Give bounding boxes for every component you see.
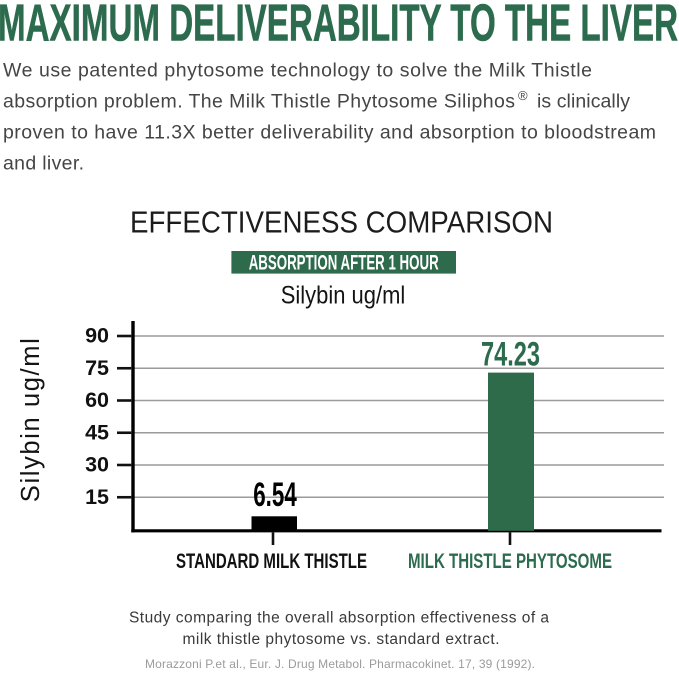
svg-text:MILK THISTLE PHYTOSOME: MILK THISTLE PHYTOSOME bbox=[408, 549, 612, 573]
svg-text:®: ® bbox=[518, 88, 528, 103]
svg-text:is clinically: is clinically bbox=[537, 91, 630, 113]
svg-text:absorption problem. The Milk T: absorption problem. The Milk Thistle Phy… bbox=[3, 91, 515, 113]
svg-text:15: 15 bbox=[85, 485, 109, 509]
svg-text:6.54: 6.54 bbox=[253, 476, 297, 514]
svg-text:STANDARD MILK THISTLE: STANDARD MILK THISTLE bbox=[176, 549, 367, 573]
svg-text:EFFECTIVENESS COMPARISON: EFFECTIVENESS COMPARISON bbox=[130, 205, 553, 240]
svg-text:milk thistle phytosome vs. sta: milk thistle phytosome vs. standard extr… bbox=[183, 631, 500, 648]
svg-text:Morazzoni P.et al., Eur. J. Dr: Morazzoni P.et al., Eur. J. Drug Metabol… bbox=[145, 657, 535, 671]
svg-text:90: 90 bbox=[85, 324, 109, 348]
svg-text:75: 75 bbox=[85, 356, 109, 380]
svg-text:Silybin ug/ml: Silybin ug/ml bbox=[281, 282, 406, 310]
svg-text:proven to have 11.3X better de: proven to have 11.3X better deliverabili… bbox=[3, 122, 656, 144]
svg-text:60: 60 bbox=[85, 388, 109, 412]
svg-text:45: 45 bbox=[85, 420, 109, 444]
svg-text:30: 30 bbox=[85, 453, 109, 477]
svg-text:We use patented phytosome tech: We use patented phytosome technology to … bbox=[3, 60, 592, 82]
svg-text:74.23: 74.23 bbox=[481, 335, 540, 373]
svg-text:Silybin ug/ml: Silybin ug/ml bbox=[17, 338, 45, 502]
svg-text:Study comparing the overall ab: Study comparing the overall absorption e… bbox=[129, 610, 549, 627]
svg-text:ABSORPTION AFTER 1 HOUR: ABSORPTION AFTER 1 HOUR bbox=[249, 250, 439, 274]
svg-text:MAXIMUM DELIVERABILITY TO THE: MAXIMUM DELIVERABILITY TO THE LIVER bbox=[0, 0, 678, 53]
svg-text:and liver.: and liver. bbox=[3, 153, 84, 175]
